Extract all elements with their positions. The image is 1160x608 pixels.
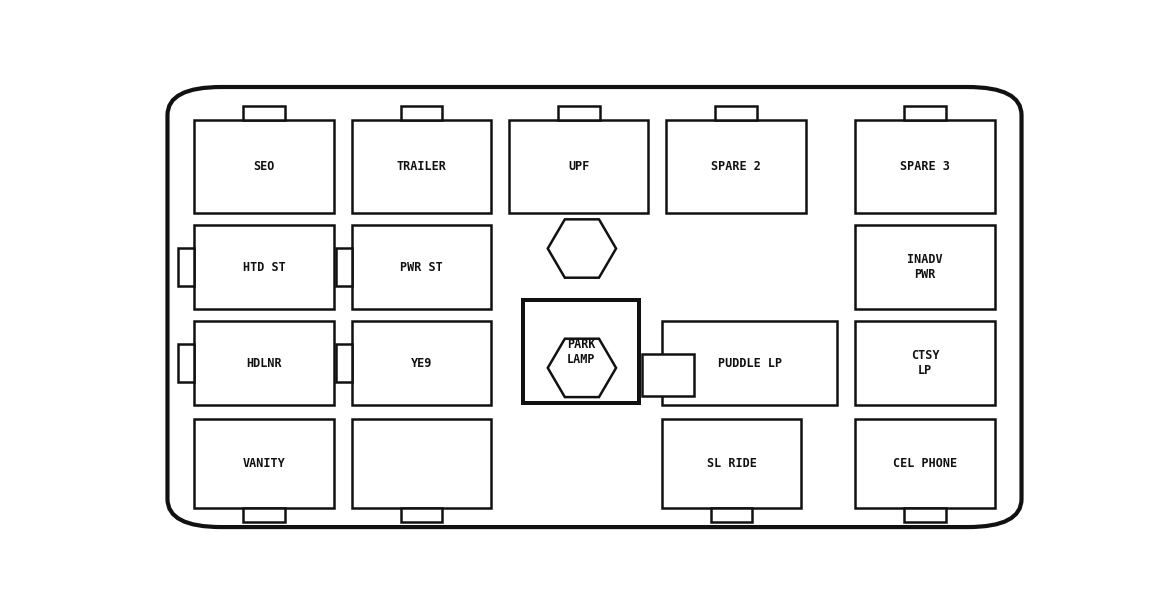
Bar <box>335 344 351 382</box>
Bar <box>351 225 491 309</box>
Text: SEO: SEO <box>253 160 275 173</box>
Bar <box>195 225 334 309</box>
Text: PARK
LAMP: PARK LAMP <box>567 337 595 365</box>
Text: HDLNR: HDLNR <box>246 357 282 370</box>
Bar <box>711 508 753 522</box>
Text: CEL PHONE: CEL PHONE <box>893 457 957 471</box>
Bar <box>716 106 757 120</box>
Bar <box>335 248 351 286</box>
Bar <box>855 420 994 508</box>
Text: TRAILER: TRAILER <box>397 160 447 173</box>
Bar <box>351 420 491 508</box>
Bar <box>558 106 600 120</box>
Text: SPARE 2: SPARE 2 <box>711 160 761 173</box>
Polygon shape <box>548 339 616 397</box>
Text: CTSY
LP: CTSY LP <box>911 349 940 377</box>
Bar <box>643 354 695 396</box>
FancyBboxPatch shape <box>167 87 1022 527</box>
Bar <box>179 248 195 286</box>
Text: SPARE 3: SPARE 3 <box>900 160 950 173</box>
Text: UPF: UPF <box>568 160 589 173</box>
Text: HTD ST: HTD ST <box>242 261 285 274</box>
Bar <box>666 120 806 213</box>
Bar <box>855 321 994 406</box>
Text: VANITY: VANITY <box>242 457 285 471</box>
Bar <box>509 120 648 213</box>
Bar <box>855 225 994 309</box>
Bar <box>195 420 334 508</box>
Text: YE9: YE9 <box>411 357 433 370</box>
Text: SL RIDE: SL RIDE <box>706 457 756 471</box>
Text: PWR ST: PWR ST <box>400 261 443 274</box>
Bar <box>195 120 334 213</box>
Bar <box>904 508 945 522</box>
Bar <box>400 106 442 120</box>
Bar <box>244 106 285 120</box>
Text: INADV
PWR: INADV PWR <box>907 254 943 282</box>
Bar <box>904 106 945 120</box>
Bar <box>351 120 491 213</box>
Bar <box>244 508 285 522</box>
Bar <box>195 321 334 406</box>
Polygon shape <box>548 219 616 278</box>
Bar <box>855 120 994 213</box>
Bar <box>662 420 802 508</box>
Bar <box>400 508 442 522</box>
Bar <box>662 321 838 406</box>
Bar <box>179 344 195 382</box>
Bar <box>522 300 639 403</box>
Text: PUDDLE LP: PUDDLE LP <box>718 357 782 370</box>
Bar <box>351 321 491 406</box>
